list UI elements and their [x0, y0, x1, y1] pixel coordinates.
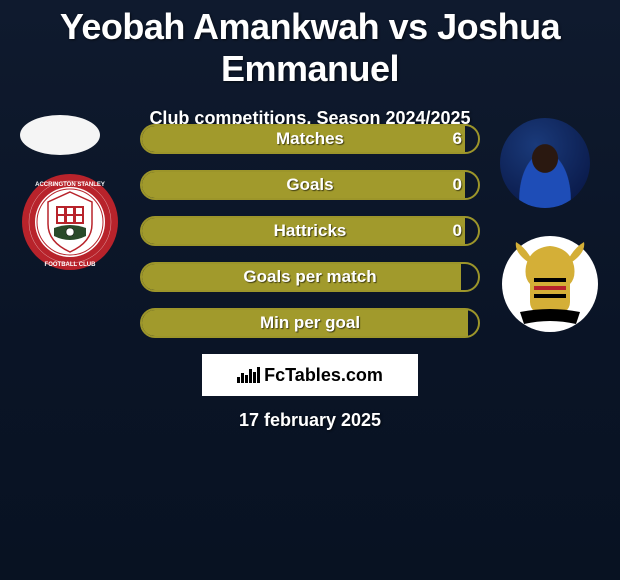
- stats-list: Matches 6 Goals 0 Hattricks 0 Goals per …: [140, 124, 480, 354]
- stat-row-goals: Goals 0: [140, 170, 480, 200]
- player-right-photo: [500, 118, 590, 208]
- club-right-crest: [500, 234, 600, 334]
- brand-bars-icon: [237, 367, 260, 383]
- stat-value: 0: [453, 221, 462, 241]
- comparison-infographic: Yeobah Amankwah vs Joshua Emmanuel Club …: [0, 0, 620, 580]
- brand-text: FcTables.com: [264, 365, 383, 386]
- generated-date: 17 february 2025: [0, 410, 620, 431]
- stat-row-matches: Matches 6: [140, 124, 480, 154]
- stat-label: Matches: [276, 129, 344, 149]
- stat-label: Hattricks: [274, 221, 347, 241]
- svg-text:FOOTBALL CLUB: FOOTBALL CLUB: [45, 262, 97, 268]
- stat-label: Goals per match: [243, 267, 376, 287]
- page-title: Yeobah Amankwah vs Joshua Emmanuel: [0, 0, 620, 90]
- doncaster-crest-icon: [500, 234, 600, 334]
- svg-text:ACCRINGTON STANLEY: ACCRINGTON STANLEY: [35, 182, 105, 188]
- stat-label: Goals: [286, 175, 333, 195]
- club-left-crest: ACCRINGTON STANLEY FOOTBALL CLUB: [20, 172, 120, 272]
- player-right-avatar: [500, 118, 590, 208]
- stat-label: Min per goal: [260, 313, 360, 333]
- player-left-avatar: [20, 115, 100, 155]
- stat-value: 0: [453, 175, 462, 195]
- stat-value: 6: [453, 129, 462, 149]
- accrington-crest-icon: ACCRINGTON STANLEY FOOTBALL CLUB: [20, 172, 120, 272]
- stat-row-mpg: Min per goal: [140, 308, 480, 338]
- stat-row-hattricks: Hattricks 0: [140, 216, 480, 246]
- brand-badge: FcTables.com: [202, 354, 418, 396]
- stat-row-gpm: Goals per match: [140, 262, 480, 292]
